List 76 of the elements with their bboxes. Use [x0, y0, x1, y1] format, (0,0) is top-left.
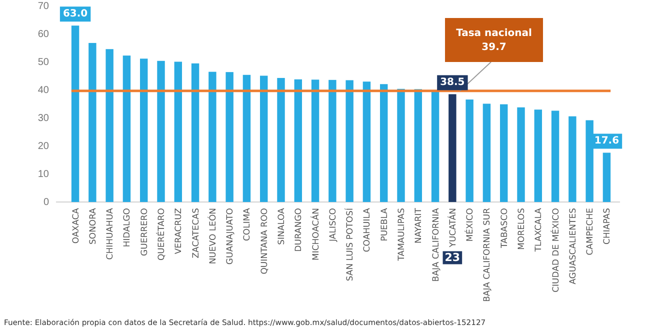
x-tick-label: NUEVO LEÓN [207, 208, 218, 264]
bar [140, 58, 148, 202]
x-tick-label: SONORA [88, 208, 98, 245]
bar [157, 60, 165, 202]
x-tick-label: COAHUILA [362, 208, 373, 252]
bar [71, 26, 80, 202]
bar [88, 42, 96, 202]
bar [568, 116, 576, 202]
y-tick-label: 20 [38, 141, 50, 152]
x-tick-label: NAYARIT [414, 207, 424, 244]
bar [174, 62, 182, 202]
bar [294, 79, 302, 202]
x-tick-label: QUINTANA ROO [260, 208, 270, 274]
bar [397, 88, 405, 202]
bar [500, 104, 508, 202]
x-tick-label: TAMAULIPAS [397, 208, 407, 262]
bar [534, 110, 542, 202]
bar [431, 92, 440, 202]
bar [346, 80, 354, 202]
x-tick-label: TLAXCALA [534, 208, 544, 253]
bar [482, 104, 491, 202]
x-tick-label: OAXACA [71, 208, 82, 244]
bar [122, 56, 131, 202]
x-tick-label: CHIAPAS [602, 208, 613, 244]
bar [260, 76, 268, 202]
x-tick-label: HIDALGO [122, 208, 133, 248]
x-tick-label: DURANGO [294, 208, 304, 252]
x-tick-label: BAJA CALIFORNIA SUR [482, 208, 493, 302]
bar [191, 63, 200, 202]
bar [328, 80, 336, 202]
y-tick-label: 10 [38, 169, 50, 180]
data-label: 63.0 [62, 8, 88, 20]
x-tick-label: MÉXICO [464, 208, 476, 242]
bar [242, 74, 251, 202]
x-tick-label: AGUASCALIENTES [568, 208, 578, 284]
x-tick-label: VERACRUZ [174, 208, 184, 254]
y-tick-label: 50 [38, 57, 50, 68]
data-label: 38.5 [440, 77, 465, 88]
y-tick-label: 60 [38, 29, 50, 40]
x-tick-label: MORELOS [517, 208, 527, 250]
x-tick-label: CIUDAD DE MÉXICO [550, 208, 562, 292]
x-tick-label: MICHOACÁN [310, 208, 322, 260]
y-tick-label: 0 [43, 197, 50, 208]
bar [106, 49, 114, 202]
bar [466, 100, 474, 202]
x-tick-label: ZACATECAS [191, 208, 202, 258]
y-tick-label: 70 [38, 1, 50, 12]
x-tick-label: CAMPECHE [586, 208, 596, 256]
x-tick-label: GUANAJUATO [226, 208, 236, 265]
x-tick-label: COLIMA [242, 208, 253, 242]
x-tick-label: CHIHUAHUA [106, 208, 116, 260]
x-tick-label: JALISCO [328, 208, 338, 242]
data-label: 17.6 [594, 136, 620, 147]
x-tick-label: SAN LUIS POTOSÍ [344, 208, 356, 282]
bar [517, 107, 525, 202]
x-tick-label: QUERÉTARO [156, 208, 167, 261]
bar [277, 78, 285, 202]
bar [226, 72, 234, 202]
bar [448, 94, 456, 202]
y-tick-label: 30 [38, 113, 50, 124]
x-tick-label: GUERRERO [140, 208, 150, 256]
x-tick-label: YUCATÁN [447, 208, 458, 248]
bar [602, 152, 611, 202]
ref-line-label: Tasa nacional 39.7 [456, 28, 532, 53]
bar [362, 82, 371, 202]
bar [551, 110, 560, 202]
text: 23 [444, 251, 460, 264]
x-tick-label: SINALOA [277, 208, 287, 245]
x-tick-label: BAJA CALIFORNIA [431, 208, 442, 282]
x-tick-label: PUEBLA [380, 208, 390, 242]
bar [380, 84, 388, 202]
x-tick-label: TABASCO [500, 208, 510, 250]
bar [414, 89, 422, 202]
y-tick-label: 40 [38, 85, 50, 96]
bar [208, 72, 216, 202]
bar [311, 80, 320, 202]
